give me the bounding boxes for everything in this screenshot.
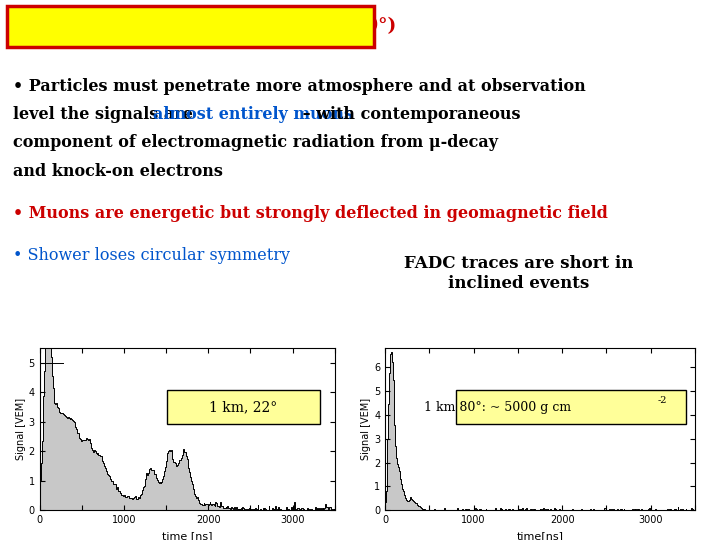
FancyBboxPatch shape: [166, 390, 320, 424]
Text: • Shower loses circular symmetry: • Shower loses circular symmetry: [13, 247, 290, 264]
Text: component of electromagnetic radiation from μ-decay: component of electromagnetic radiation f…: [13, 134, 498, 151]
Text: 1 km, 22°: 1 km, 22°: [210, 401, 277, 414]
FancyBboxPatch shape: [456, 390, 685, 424]
Y-axis label: Signal [VEM]: Signal [VEM]: [16, 398, 26, 461]
X-axis label: time [ns]: time [ns]: [162, 531, 212, 540]
Text: -2: -2: [657, 396, 667, 406]
X-axis label: time[ns]: time[ns]: [516, 531, 564, 540]
Text: FADC traces are short in
inclined events: FADC traces are short in inclined events: [404, 255, 633, 292]
Text: – with contemporaneous: – with contemporaneous: [297, 106, 521, 123]
Y-axis label: Signal [VEM]: Signal [VEM]: [361, 398, 372, 461]
Text: • Particles must penetrate more atmosphere and at observation: • Particles must penetrate more atmosphe…: [13, 78, 585, 95]
Text: level the signals are: level the signals are: [13, 106, 199, 123]
Text: and knock-on electrons: and knock-on electrons: [13, 163, 222, 179]
Text: • Muons are energetic but strongly deflected in geomagnetic field: • Muons are energetic but strongly defle…: [13, 205, 608, 221]
Text: almost entirely muons: almost entirely muons: [153, 106, 354, 123]
Text: Analysis of inclined showers (> 60°): Analysis of inclined showers (> 60°): [18, 16, 396, 35]
Text: 1 km 80°: ~ 5000 g cm: 1 km 80°: ~ 5000 g cm: [424, 401, 571, 414]
